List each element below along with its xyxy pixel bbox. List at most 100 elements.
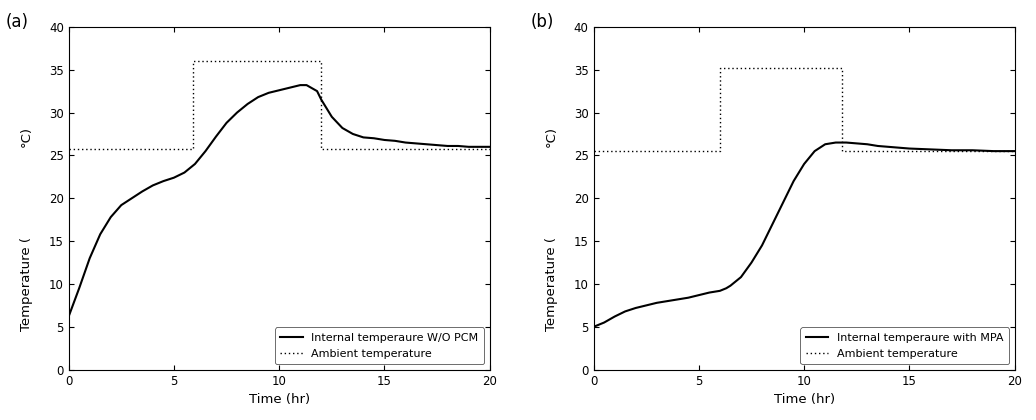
Internal temperaure W/O PCM (325, 114, 338, 119)
Internal temperaure W/O PCM (368, 136, 380, 141)
Internal temperaure W/O PCM (357, 135, 370, 140)
Ambient temperature (484, 146, 496, 151)
Internal temperaure W/O PCM (241, 102, 254, 107)
Internal temperaure with MPA (618, 309, 631, 314)
Internal temperaure W/O PCM (347, 131, 359, 136)
Internal temperaure W/O PCM (399, 140, 411, 145)
Ambient temperature (587, 149, 600, 154)
Text: (a): (a) (5, 13, 28, 31)
Internal temperaure W/O PCM (311, 89, 323, 94)
Internal temperaure W/O PCM (168, 175, 180, 180)
Internal temperaure W/O PCM (157, 178, 170, 184)
Internal temperaure W/O PCM (199, 149, 211, 154)
Internal temperaure W/O PCM (300, 83, 313, 88)
Internal temperaure with MPA (851, 141, 863, 146)
Internal temperaure with MPA (987, 149, 1000, 154)
Text: °C): °C) (545, 126, 558, 147)
Internal temperaure W/O PCM (462, 144, 474, 150)
Internal temperaure with MPA (756, 243, 769, 248)
Internal temperaure W/O PCM (221, 120, 233, 125)
Ambient temperature (186, 59, 199, 64)
Internal temperaure W/O PCM (231, 110, 243, 115)
Internal temperaure with MPA (724, 283, 737, 288)
Internal temperaure W/O PCM (115, 202, 127, 207)
Internal temperaure W/O PCM (147, 183, 160, 188)
Ambient temperature (714, 66, 726, 71)
Internal temperaure W/O PCM (252, 94, 264, 100)
Internal temperaure W/O PCM (94, 232, 107, 237)
Internal temperaure W/O PCM (431, 143, 443, 148)
Internal temperaure with MPA (598, 320, 610, 325)
Internal temperaure W/O PCM (336, 126, 348, 131)
Internal temperaure W/O PCM (410, 141, 423, 146)
Ambient temperature (1008, 149, 1020, 154)
X-axis label: Time (hr): Time (hr) (249, 393, 310, 406)
Internal temperaure W/O PCM (136, 189, 148, 194)
Ambient temperature (836, 66, 848, 71)
Internal temperaure W/O PCM (421, 142, 433, 147)
Internal temperaure W/O PCM (189, 161, 201, 166)
Internal temperaure with MPA (871, 144, 884, 149)
Internal temperaure W/O PCM (62, 314, 75, 319)
Internal temperaure with MPA (720, 286, 732, 291)
Ambient temperature (714, 149, 726, 154)
Internal temperaure W/O PCM (378, 137, 391, 142)
Internal temperaure W/O PCM (452, 144, 464, 149)
Ambient temperature (315, 146, 327, 151)
Internal temperaure W/O PCM (315, 97, 327, 102)
Internal temperaure with MPA (777, 200, 789, 205)
Ambient temperature (836, 149, 848, 154)
Ambient temperature (315, 59, 327, 64)
Internal temperaure with MPA (671, 297, 684, 302)
Internal temperaure W/O PCM (272, 88, 285, 93)
X-axis label: Time (hr): Time (hr) (774, 393, 835, 406)
Internal temperaure with MPA (745, 260, 757, 265)
Internal temperaure with MPA (651, 300, 663, 305)
Internal temperaure W/O PCM (178, 170, 191, 175)
Internal temperaure W/O PCM (84, 256, 96, 261)
Internal temperaure with MPA (592, 323, 604, 328)
Internal temperaure with MPA (903, 146, 916, 151)
Internal temperaure with MPA (882, 144, 894, 150)
Ambient temperature (186, 146, 199, 151)
Internal temperaure with MPA (682, 295, 694, 300)
Internal temperaure with MPA (640, 303, 653, 308)
Internal temperaure with MPA (808, 149, 821, 154)
Internal temperaure with MPA (693, 293, 706, 298)
Internal temperaure W/O PCM (473, 144, 486, 150)
Line: Ambient temperature: Ambient temperature (594, 68, 1014, 151)
Internal temperaure with MPA (967, 148, 979, 153)
Internal temperaure with MPA (767, 221, 779, 226)
Text: (b): (b) (530, 13, 554, 31)
Internal temperaure with MPA (787, 178, 800, 184)
Internal temperaure with MPA (830, 140, 842, 145)
Internal temperaure W/O PCM (484, 144, 496, 150)
Text: °C): °C) (20, 126, 33, 147)
Internal temperaure with MPA (1008, 149, 1020, 154)
Internal temperaure with MPA (608, 314, 621, 319)
Ambient temperature (62, 146, 75, 151)
Internal temperaure W/O PCM (262, 90, 275, 95)
Internal temperaure with MPA (630, 305, 642, 310)
Text: Temperature (: Temperature ( (20, 237, 33, 331)
Internal temperaure W/O PCM (125, 196, 138, 201)
Line: Internal temperaure W/O PCM: Internal temperaure W/O PCM (68, 85, 490, 317)
Internal temperaure with MPA (735, 275, 747, 280)
Internal temperaure with MPA (714, 288, 726, 293)
Text: Temperature (: Temperature ( (545, 237, 558, 331)
Internal temperaure W/O PCM (294, 83, 307, 88)
Internal temperaure with MPA (945, 148, 957, 153)
Internal temperaure with MPA (924, 147, 937, 152)
Internal temperaure W/O PCM (284, 85, 296, 90)
Legend: Internal temperaure W/O PCM, Ambient temperature: Internal temperaure W/O PCM, Ambient tem… (275, 328, 484, 364)
Internal temperaure with MPA (819, 142, 832, 147)
Internal temperaure W/O PCM (73, 286, 85, 291)
Internal temperaure with MPA (861, 142, 873, 147)
Internal temperaure with MPA (840, 140, 853, 145)
Internal temperaure with MPA (661, 299, 673, 304)
Internal temperaure W/O PCM (441, 144, 454, 149)
Internal temperaure W/O PCM (105, 215, 117, 220)
Internal temperaure with MPA (798, 161, 810, 166)
Internal temperaure W/O PCM (388, 138, 401, 143)
Line: Ambient temperature: Ambient temperature (68, 61, 490, 149)
